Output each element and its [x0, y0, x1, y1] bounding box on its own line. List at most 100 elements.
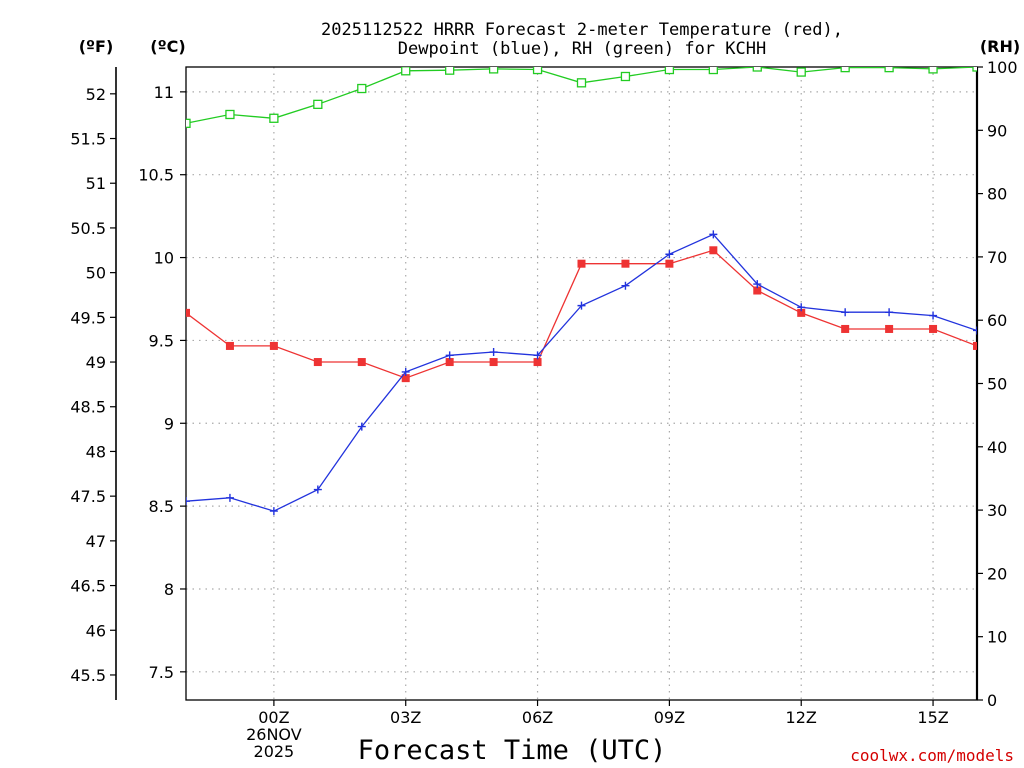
- x-tick-label: 2025: [254, 742, 295, 761]
- temperature-point: [1017, 358, 1024, 366]
- temperature-point: [973, 341, 977, 350]
- temperature-point: [665, 259, 674, 268]
- fahrenheit-tick-label: 51: [86, 174, 106, 193]
- temperature-point: [841, 324, 850, 333]
- temperature-point: [709, 246, 718, 255]
- plot-frame: [185, 66, 978, 701]
- dewpoint-point: [885, 308, 894, 317]
- fahrenheit-tick-label: 47.5: [70, 487, 106, 506]
- temperature-point: [489, 358, 498, 367]
- rh-point: [664, 67, 675, 75]
- x-tick-label: 09Z: [654, 708, 685, 727]
- x-tick-label: 03Z: [390, 708, 421, 727]
- fahrenheit-unit-label: (ºF): [79, 37, 114, 56]
- temperature-point: [533, 358, 542, 367]
- dewpoint-point: [401, 367, 410, 376]
- dewpoint-point: [665, 250, 674, 259]
- rh-point: [972, 67, 977, 72]
- temperature-point: [929, 324, 938, 333]
- grid: [186, 67, 977, 700]
- rh-point: [840, 67, 850, 73]
- rh-point: [752, 67, 762, 72]
- celsius-tick-label: 11: [154, 83, 174, 102]
- rh-tick-label: 0: [987, 691, 997, 710]
- rh-tick-label: 50: [987, 375, 1007, 394]
- fahrenheit-tick-label: 47: [86, 532, 106, 551]
- dewpoint-point: [186, 497, 190, 506]
- dewpoint-series: [186, 230, 1024, 516]
- rh-tick-label: 40: [987, 438, 1007, 457]
- rh-point: [488, 67, 499, 74]
- fahrenheit-tick-label: 45.5: [70, 666, 106, 685]
- temperature-point: [577, 259, 586, 268]
- rh-tick-label: 60: [987, 311, 1007, 330]
- dewpoint-point: [313, 485, 322, 494]
- fahrenheit-tick-label: 50: [86, 264, 106, 283]
- dewpoint-line: [186, 233, 977, 512]
- dewpoint-point: [489, 348, 498, 357]
- rh-point: [576, 78, 587, 88]
- x-tick-label: 15Z: [917, 708, 948, 727]
- rh-point: [445, 67, 455, 75]
- temperature-point: [186, 308, 190, 317]
- temperature-point: [797, 308, 806, 317]
- rh-tick-label: 20: [987, 564, 1007, 583]
- chart-title-line-2: Dewpoint (blue), RH (green) for KCHH: [398, 39, 766, 59]
- celsius-tick-label: 9.5: [149, 331, 174, 350]
- rh-series: [186, 63, 1024, 128]
- rh-point: [620, 71, 631, 82]
- fahrenheit-tick-label: 51.5: [70, 130, 106, 149]
- celsius-tick-label: 10.5: [138, 166, 174, 185]
- temperature-point: [753, 286, 762, 295]
- dewpoint-point: [841, 308, 850, 317]
- dewpoint-point: [929, 311, 938, 320]
- dewpoint-point: [225, 493, 234, 502]
- chart-title-line-1: 2025112522 HRRR Forecast 2-meter Tempera…: [321, 20, 843, 40]
- celsius-tick-label: 8.5: [149, 497, 174, 516]
- rh-tick-label: 70: [987, 248, 1007, 267]
- rh-point: [796, 67, 806, 77]
- temperature-point: [269, 341, 278, 350]
- dewpoint-point: [533, 351, 542, 360]
- dewpoint-point: [973, 326, 977, 335]
- fahrenheit-tick-label: 46.5: [70, 577, 106, 596]
- rh-point: [313, 99, 323, 109]
- rh-tick-label: 100: [987, 58, 1018, 77]
- celsius-tick-label: 7.5: [149, 663, 174, 682]
- rh-unit-label: (RH): [980, 37, 1020, 56]
- x-tick-label: 26NOV: [246, 725, 302, 744]
- rh-point: [225, 109, 235, 120]
- x-tick-label: 12Z: [786, 708, 817, 727]
- rh-line: [186, 67, 977, 124]
- rh-point: [1017, 63, 1024, 71]
- temperature-point: [621, 259, 630, 268]
- x-axis-title: Forecast Time (UTC): [358, 735, 667, 766]
- celsius-tick-label: 9: [164, 414, 174, 433]
- dewpoint-point: [269, 507, 278, 516]
- dewpoint-point: [445, 351, 454, 360]
- rh-point: [532, 67, 543, 75]
- temperature-series: [186, 246, 1024, 383]
- axis-labels: 45.5 46 46.5 47 47.5 48 48.5 49 49.5 50 50.5 51 51.5…: [70, 37, 1020, 761]
- temperature-point: [313, 358, 322, 367]
- rh-point: [186, 118, 191, 128]
- dewpoint-point: [621, 281, 630, 290]
- dewpoint-point: [1017, 343, 1024, 351]
- rh-point: [269, 113, 279, 123]
- celsius-tick-label: 8: [164, 580, 174, 599]
- dewpoint-point: [753, 280, 762, 289]
- rh-point: [708, 67, 718, 75]
- rh-point: [928, 67, 938, 74]
- temperature-point: [401, 374, 410, 383]
- x-tick-label: 00Z: [258, 708, 289, 727]
- rh-tick-label: 10: [987, 628, 1007, 647]
- fahrenheit-tick-label: 52: [86, 85, 106, 104]
- credit-link[interactable]: coolwx.com/models: [850, 746, 1014, 765]
- rh-point: [401, 67, 411, 76]
- temperature-point: [885, 324, 894, 333]
- fahrenheit-tick-label: 50.5: [70, 219, 106, 238]
- dewpoint-point: [797, 303, 806, 312]
- dewpoint-point: [709, 230, 718, 239]
- rh-point: [357, 83, 367, 94]
- rh-tick-label: 30: [987, 501, 1007, 520]
